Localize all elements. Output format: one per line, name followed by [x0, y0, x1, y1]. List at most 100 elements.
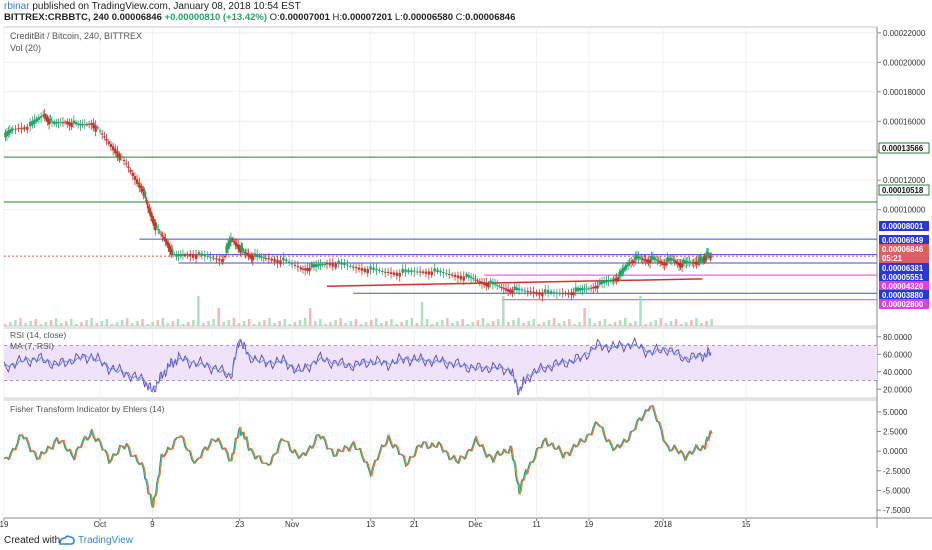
candle-body	[509, 289, 512, 293]
candle-body	[487, 283, 490, 288]
volume-bar	[400, 322, 403, 326]
volume-bar	[324, 324, 327, 326]
candle-body	[215, 258, 218, 260]
fisher-trigger-line	[4, 405, 713, 508]
candle-body	[578, 287, 582, 291]
candle-body	[555, 292, 559, 294]
candle-body	[152, 219, 156, 226]
candle-body	[616, 277, 620, 281]
candle-body	[303, 268, 307, 271]
candle-body	[168, 245, 172, 252]
chart-canvas[interactable]: 0.00022000 0.00020000 0.00018000 0.00016000…	[0, 0, 932, 530]
candle-body	[334, 263, 337, 268]
candle-body	[28, 122, 32, 127]
candle-body	[360, 268, 364, 271]
volume-bar	[202, 323, 205, 326]
volume-bar	[446, 318, 449, 326]
volume-bar	[578, 322, 581, 326]
candle-body	[704, 256, 708, 260]
candle-body	[98, 130, 102, 132]
volume-bar	[588, 318, 591, 326]
volume-bar	[700, 323, 703, 326]
volume-bar	[308, 308, 312, 326]
candle-body	[677, 262, 681, 266]
candle-body	[581, 288, 584, 291]
volume-bar	[629, 323, 632, 326]
candle-body	[296, 266, 300, 268]
candle-body	[231, 239, 234, 241]
volume-bar	[268, 318, 271, 326]
author-link[interactable]: rbinar	[4, 1, 30, 12]
volume-bar	[573, 324, 576, 326]
candle-body	[398, 272, 401, 277]
candle-body	[669, 258, 672, 261]
volume-bar	[303, 318, 307, 326]
candle-body	[20, 127, 23, 130]
footer: Created with TradingView	[0, 530, 932, 550]
candle-body	[173, 253, 176, 255]
volume-bar	[59, 323, 63, 326]
tradingview-brand[interactable]: TradingView	[78, 535, 134, 546]
volume-bar	[110, 324, 114, 326]
volume-bar	[710, 319, 713, 326]
candle-body	[663, 262, 666, 266]
candle-body	[493, 283, 497, 285]
volume-bar	[654, 320, 658, 326]
volume-bar	[349, 321, 353, 326]
rsi-ma-legend: MA (7, RSI)	[10, 341, 54, 351]
volume-bar	[690, 320, 693, 326]
volume-bar	[425, 319, 429, 326]
candle-body	[541, 292, 544, 297]
candle-body	[476, 280, 479, 282]
candle-body	[61, 122, 65, 124]
candle-body	[504, 288, 508, 291]
price-tick-label: 0.00012000	[883, 176, 926, 185]
volume-bar	[85, 320, 88, 326]
candle-body	[641, 258, 644, 260]
candle-body	[480, 281, 484, 284]
candle-body	[544, 289, 547, 293]
volume-bar	[64, 321, 68, 326]
candle-body	[83, 124, 86, 126]
volume-bar	[39, 324, 43, 326]
candle-body	[651, 256, 655, 260]
price-change: +0.00000810 (+13.42%)	[164, 12, 268, 23]
candle-body	[175, 254, 178, 257]
chart-header: rbinar published on TradingView.com, Jan…	[0, 0, 932, 24]
price-label-text: 0.00005551	[882, 273, 924, 282]
volume-bar	[9, 322, 12, 326]
candle-body	[140, 185, 143, 192]
candle-body	[695, 261, 698, 265]
volume-bar	[4, 324, 7, 326]
candle-body	[157, 229, 160, 231]
candle-body	[221, 259, 224, 262]
trendline[interactable]	[326, 278, 703, 287]
candle-body	[384, 271, 387, 273]
price-label-box	[879, 272, 929, 282]
price-tick-label: 0.00018000	[883, 88, 926, 97]
created-with-text: Created with	[4, 535, 61, 546]
candle-body	[149, 211, 153, 218]
candle-body	[158, 231, 161, 233]
candle-body	[154, 222, 157, 231]
candle-body	[301, 268, 305, 270]
price-label-text: 05:21	[882, 254, 903, 263]
quote-line: BITTREX:CRBBTC, 240 0.00006846 +0.000008…	[4, 12, 515, 23]
volume-bar	[420, 302, 424, 326]
volume-bar	[171, 321, 175, 326]
candle-body	[561, 293, 564, 295]
fisher-tick-label: 0.0000	[883, 447, 908, 456]
candle-body	[546, 290, 550, 293]
volume-bar	[466, 324, 469, 326]
volume-bar	[618, 320, 622, 326]
price-label-box	[879, 235, 929, 245]
candle-body	[11, 128, 14, 131]
candle-body	[596, 285, 599, 289]
candle-body	[248, 254, 252, 258]
candle-body	[602, 280, 606, 284]
volume-bar	[430, 324, 434, 326]
candle-body	[203, 254, 206, 257]
candle-body	[146, 205, 150, 209]
volume-bar	[120, 320, 124, 326]
candle-body	[164, 238, 167, 242]
